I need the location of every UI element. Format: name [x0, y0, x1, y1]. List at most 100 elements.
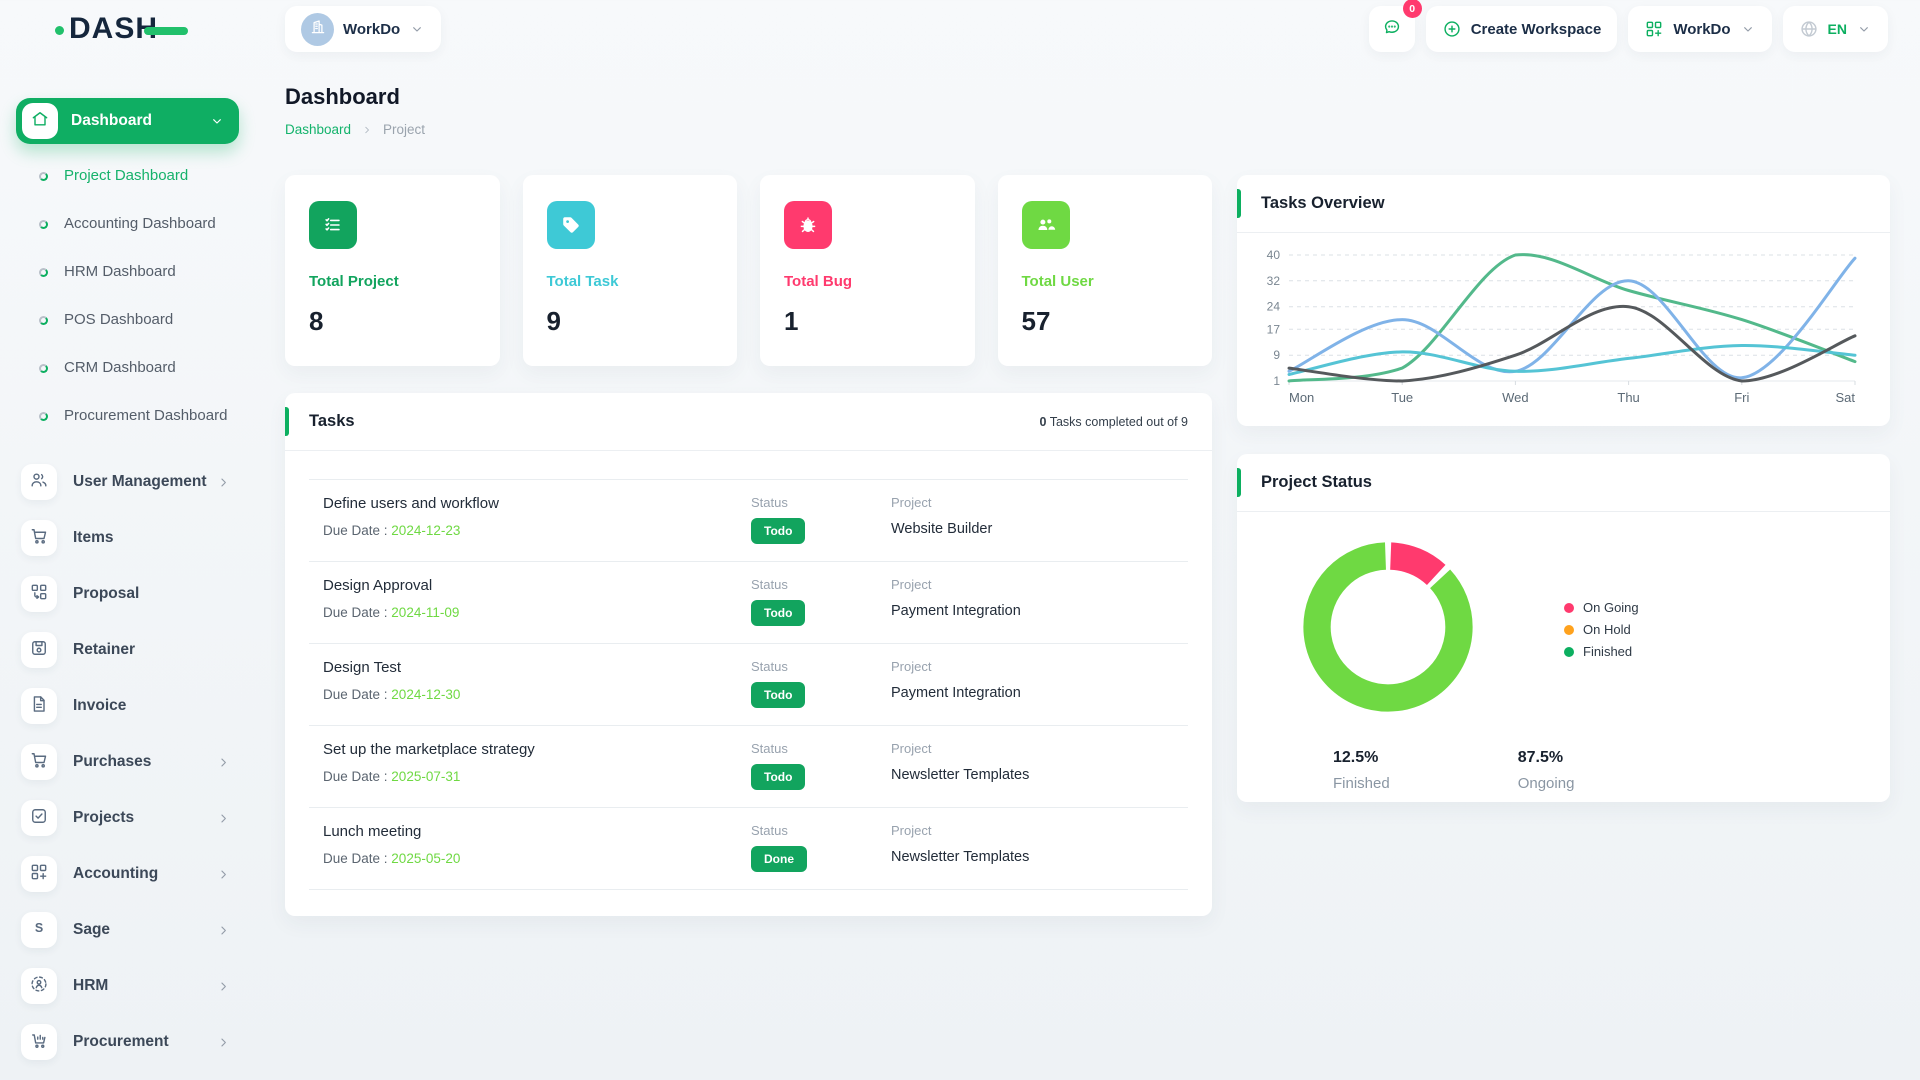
- task-due-date: Due Date : 2025-05-20: [323, 851, 461, 866]
- task-row[interactable]: Set up the marketplace strategy Due Date…: [309, 726, 1188, 808]
- users-icon: [29, 470, 49, 495]
- task-project: Payment Integration: [891, 603, 1021, 619]
- stat-percentage: 87.5%: [1517, 749, 1564, 766]
- chevron-right-icon: [216, 1035, 231, 1050]
- tag-icon: [546, 201, 595, 249]
- bug-icon: [784, 201, 832, 249]
- messages-button[interactable]: 0: [1368, 0, 1422, 52]
- sidebar-item-user-management[interactable]: User Management: [16, 454, 239, 510]
- chevron-down-icon: [1856, 21, 1872, 37]
- sidebar-menu: User Management Items Proposal Retainer …: [16, 454, 239, 1070]
- project-status-card: Project Status On Going On Hold Finished 1…: [1237, 454, 1890, 802]
- chat-icon: [1382, 17, 1402, 42]
- sidebar-subitem-procurement-dashboard[interactable]: Procurement Dashboard: [16, 392, 239, 440]
- svg-text:1: 1: [1273, 374, 1280, 388]
- stats-row: Total Project 8 Total Task 9 Total Bug 1…: [285, 175, 1212, 366]
- stat-value: 9: [546, 306, 561, 336]
- bullet-icon: [39, 219, 48, 229]
- create-workspace-button[interactable]: Create Workspace: [1425, 6, 1618, 52]
- chevron-down-icon: [1740, 21, 1756, 37]
- svg-text:Wed: Wed: [1502, 390, 1529, 405]
- workspace-avatar: [301, 12, 334, 46]
- sidebar-item-procurement[interactable]: Procurement: [16, 1014, 239, 1070]
- sidebar-item-sage[interactable]: S Sage: [16, 902, 239, 958]
- bullet-icon: [39, 411, 48, 421]
- task-project: Newsletter Templates: [891, 849, 1030, 865]
- series-blue-line: [1287, 256, 1857, 380]
- status-column-label: Status: [751, 741, 788, 756]
- sidebar-item-hrm[interactable]: HRM: [16, 958, 239, 1014]
- sidebar-subitem-crm-dashboard[interactable]: CRM Dashboard: [16, 344, 239, 392]
- chevron-right-icon: [216, 755, 231, 770]
- legend-item-finished[interactable]: Finished: [1564, 644, 1639, 659]
- sidebar-subitem-pos-dashboard[interactable]: POS Dashboard: [16, 296, 239, 344]
- sidebar-subitem-hrm-dashboard[interactable]: HRM Dashboard: [16, 248, 239, 296]
- language-selector[interactable]: EN: [1782, 6, 1888, 52]
- sidebar-item-items[interactable]: Items: [16, 510, 239, 566]
- stat-value: 1: [784, 306, 799, 336]
- sidebar-item-retainer[interactable]: Retainer: [16, 622, 239, 678]
- tasks-overview-line-chart: 40 32 24 17 9 1 Mon Tue Wed Thu Fri Sat: [1237, 233, 1890, 416]
- task-row[interactable]: Design Approval Due Date : 2024-11-09 St…: [309, 562, 1188, 644]
- status-stat-ongoing: 87.5% Ongoing: [1518, 749, 1575, 792]
- tasks-overview-title: Tasks Overview: [1261, 194, 1385, 212]
- project-column-label: Project: [891, 823, 932, 838]
- sidebar-item-purchases[interactable]: Purchases: [16, 734, 239, 790]
- legend-dot: [1564, 646, 1574, 657]
- grid-plus-icon: [1644, 19, 1664, 39]
- task-name: Design Test: [323, 659, 402, 676]
- chevron-right-icon: [361, 124, 373, 136]
- language-code: EN: [1827, 21, 1847, 37]
- building-icon: [309, 18, 327, 41]
- status-badge: Todo: [751, 518, 806, 544]
- sidebar-item-accounting[interactable]: Accounting: [16, 846, 239, 902]
- bullet-icon: [39, 171, 48, 181]
- sidebar-subitem-accounting-dashboard[interactable]: Accounting Dashboard: [16, 200, 239, 248]
- status-badge: Todo: [751, 600, 806, 626]
- legend-item-on-going[interactable]: On Going: [1564, 600, 1639, 615]
- series-cyan-line: [1287, 343, 1857, 376]
- status-stat-finished: 12.5% Finished: [1333, 749, 1390, 792]
- sidebar-subitem-project-dashboard[interactable]: Project Dashboard: [16, 152, 239, 200]
- stat-label: Total User: [1021, 273, 1094, 290]
- bullet-icon: [39, 267, 48, 277]
- cart-icon: [29, 526, 49, 551]
- status-badge: Done: [751, 846, 807, 872]
- status-badge: Todo: [751, 764, 806, 790]
- stat-caption: Finished: [1333, 775, 1390, 792]
- legend-item-on-hold[interactable]: On Hold: [1564, 622, 1639, 637]
- breadcrumb-dashboard-link[interactable]: Dashboard: [285, 122, 352, 137]
- sage-icon: S: [29, 918, 49, 943]
- series-green-line: [1287, 253, 1857, 383]
- project-status-donut-chart: [1297, 536, 1479, 723]
- donut-slice-1: [1303, 542, 1473, 712]
- tasks-list: Define users and workflow Due Date : 202…: [309, 479, 1188, 890]
- sidebar-item-invoice[interactable]: Invoice: [16, 678, 239, 734]
- hrm-icon: [29, 974, 49, 999]
- chevron-right-icon: [216, 923, 231, 938]
- task-project: Newsletter Templates: [891, 767, 1030, 783]
- tasks-card: Tasks 0 Tasks completed out of 9 Define …: [285, 393, 1212, 916]
- legend-dot: [1564, 624, 1574, 635]
- task-project: Payment Integration: [891, 685, 1021, 701]
- project-column-label: Project: [891, 495, 932, 510]
- task-due-date: Due Date : 2024-11-09: [323, 605, 460, 620]
- sidebar-item-dashboard[interactable]: Dashboard: [16, 98, 239, 144]
- task-row[interactable]: Lunch meeting Due Date : 2025-05-20 Stat…: [309, 808, 1188, 890]
- workspace-switcher[interactable]: WorkDo: [285, 6, 442, 52]
- project-status-title: Project Status: [1261, 473, 1372, 491]
- svg-text:32: 32: [1267, 274, 1281, 288]
- sidebar-item-label: Dashboard: [71, 112, 152, 129]
- stat-label: Total Project: [309, 273, 399, 290]
- task-row[interactable]: Design Test Due Date : 2024-12-30 Status…: [309, 644, 1188, 726]
- workdo-apps-menu[interactable]: WorkDo: [1628, 6, 1772, 52]
- bullet-icon: [39, 363, 48, 373]
- sidebar-item-proposal[interactable]: Proposal: [16, 566, 239, 622]
- chevron-right-icon: [216, 811, 231, 826]
- invoice-icon: [29, 694, 49, 719]
- task-due-date: Due Date : 2024-12-30: [323, 687, 461, 702]
- brand-logo[interactable]: DASH: [0, 12, 255, 46]
- tasks-card-title: Tasks: [309, 412, 355, 430]
- sidebar-item-projects[interactable]: Projects: [16, 790, 239, 846]
- task-row[interactable]: Define users and workflow Due Date : 202…: [309, 480, 1188, 562]
